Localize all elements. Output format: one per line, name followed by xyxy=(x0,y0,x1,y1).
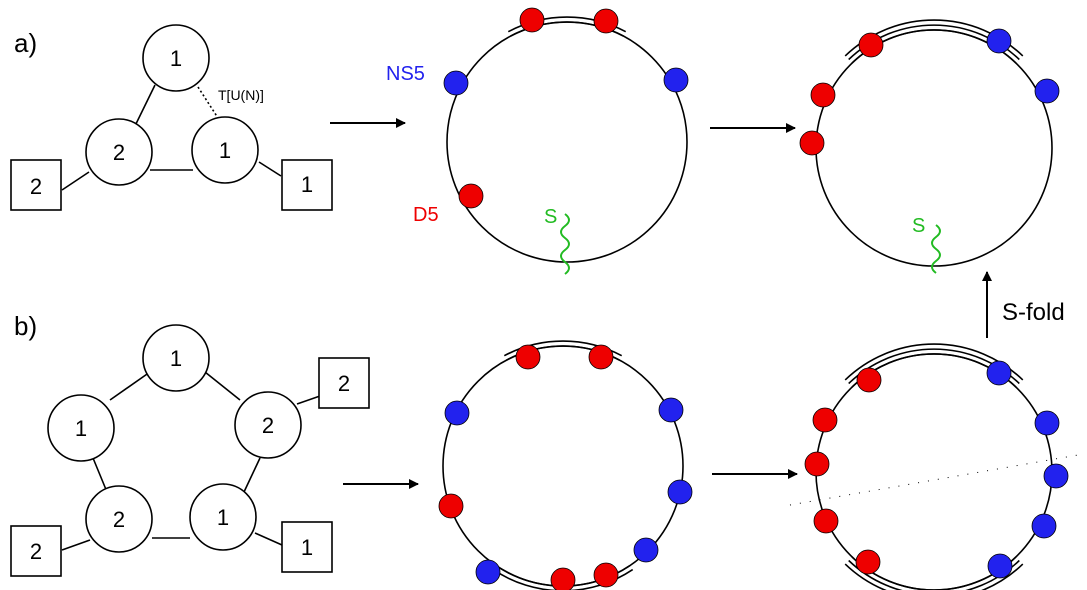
s-wavy-line-2 xyxy=(931,224,941,274)
brane-circle-a2 xyxy=(815,19,1053,267)
flavor-node-bottom-left-rank: 2 xyxy=(30,539,42,564)
ns5-brane xyxy=(1043,463,1069,489)
ns5-brane xyxy=(658,397,684,423)
flavor-node-bottom-left xyxy=(10,525,62,577)
ns5-brane xyxy=(986,28,1012,54)
flavor-node-right-rank: 1 xyxy=(301,172,313,197)
ns5-brane xyxy=(475,559,501,585)
gauge-node-right xyxy=(191,116,259,184)
flavor-node-left xyxy=(10,159,62,211)
flavor-node-bottom-right-rank: 1 xyxy=(301,535,313,560)
gauge-node-right-rank: 2 xyxy=(262,413,274,438)
gauge-node-top xyxy=(142,324,210,392)
gauge-node-bottom-right xyxy=(189,483,257,551)
gauge-node-left xyxy=(85,118,153,186)
flavor-node-right xyxy=(281,159,333,211)
d5-brane xyxy=(799,130,825,156)
d5-brane xyxy=(515,344,541,370)
ns5-brane xyxy=(663,67,689,93)
s-label: S xyxy=(544,206,557,228)
d5-brane xyxy=(813,508,839,534)
gauge-node-bottom-left-rank: 2 xyxy=(113,507,125,532)
branes-b1 xyxy=(438,344,693,590)
d5-label: D5 xyxy=(413,204,439,226)
ns5-brane xyxy=(633,537,659,563)
quiver-a-edges xyxy=(61,84,282,191)
gauge-node-bottom-right-rank: 1 xyxy=(217,505,229,530)
tuN-label: T[U(N)] xyxy=(218,87,264,103)
flavor-node-left-rank: 2 xyxy=(30,174,42,199)
d5-brane xyxy=(550,567,576,590)
gauge-node-bottom-left xyxy=(85,485,153,553)
ns5-brane xyxy=(987,553,1013,579)
quiver-b-edges xyxy=(61,371,321,551)
ns5-brane xyxy=(667,479,693,505)
brane-circle-b2 xyxy=(815,343,1053,590)
gauge-node-left-rank: 1 xyxy=(75,416,87,441)
ns5-brane xyxy=(1034,78,1060,104)
s-label-2: S xyxy=(912,215,925,237)
ns5-brane xyxy=(444,400,470,426)
d5-brane xyxy=(458,183,484,209)
d5-brane xyxy=(856,367,882,393)
gauge-node-top xyxy=(142,24,210,92)
gauge-node-top-rank: 1 xyxy=(170,46,182,71)
gauge-node-right xyxy=(234,391,302,459)
ns5-brane xyxy=(1034,410,1060,436)
fold-line xyxy=(789,454,1079,506)
flavor-node-top-right-rank: 2 xyxy=(338,371,350,396)
panel-a-label: a) xyxy=(14,28,37,58)
ns5-brane xyxy=(986,360,1012,386)
d5-brane xyxy=(804,451,830,477)
d5-brane xyxy=(855,549,881,575)
d5-brane xyxy=(812,407,838,433)
d5-brane xyxy=(593,8,619,34)
sfold-label: S-fold xyxy=(1002,299,1065,326)
branes-a1 xyxy=(443,7,689,209)
gauge-node-right-rank: 1 xyxy=(219,138,231,163)
branes-a2 xyxy=(799,28,1060,156)
gauge-node-left xyxy=(47,394,115,462)
ns5-brane xyxy=(443,70,469,96)
d5-brane xyxy=(810,82,836,108)
d5-brane xyxy=(593,562,619,588)
branes-b2 xyxy=(804,360,1069,579)
ns5-label: NS5 xyxy=(386,63,425,85)
d5-brane xyxy=(858,32,884,58)
gauge-node-left-rank: 2 xyxy=(113,140,125,165)
panel-b-label: b) xyxy=(14,311,37,341)
ns5-brane xyxy=(1031,513,1057,539)
gauge-node-top-rank: 1 xyxy=(170,346,182,371)
flavor-node-top-right xyxy=(318,357,370,409)
d5-brane xyxy=(588,344,614,370)
quiver-b-nodes xyxy=(10,324,370,577)
s-wavy-line xyxy=(560,213,570,275)
d5-brane xyxy=(519,7,545,33)
quiver-a-nodes xyxy=(10,24,333,211)
d5-brane xyxy=(438,493,464,519)
flavor-node-bottom-right xyxy=(281,521,333,573)
